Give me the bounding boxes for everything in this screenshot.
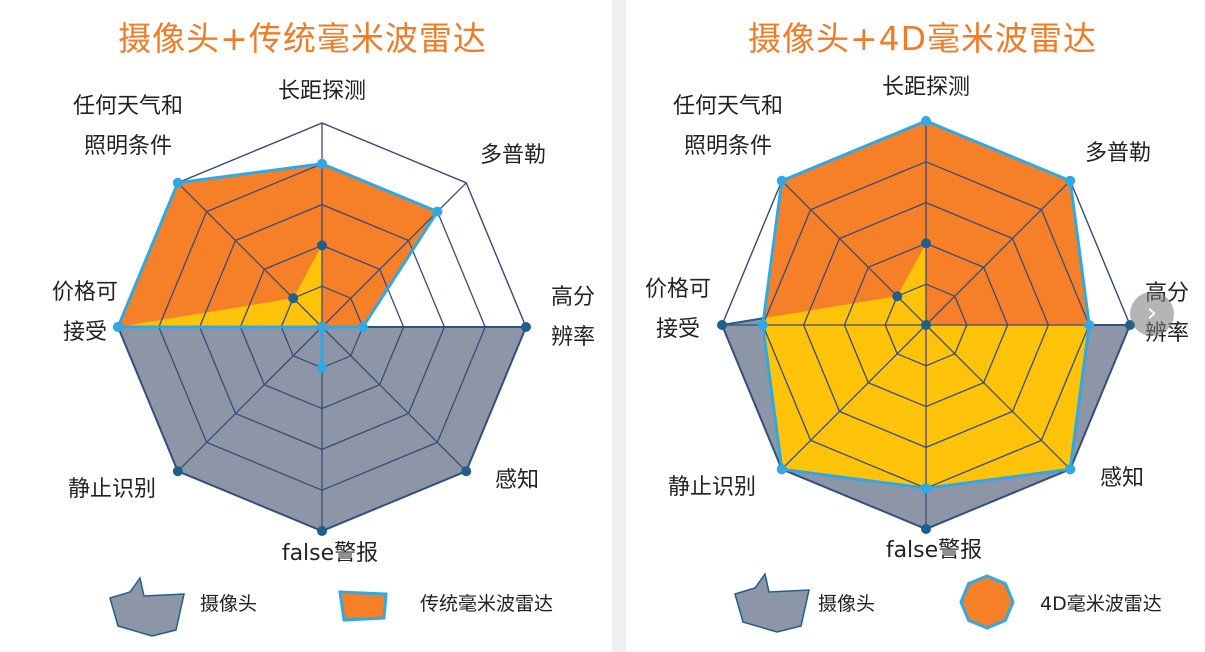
axis-label: 照明条件 (84, 134, 172, 159)
grid-spoke (177, 326, 323, 472)
radar-point (1084, 320, 1095, 330)
camera-point (521, 322, 531, 332)
camera-point (921, 524, 931, 534)
radar-point (357, 322, 368, 332)
legend-label-radar: 传统毫米波雷达 (420, 593, 553, 615)
axis-label: 感知 (1100, 466, 1144, 491)
legend-swatch-camera (734, 572, 810, 633)
axis-label: 长距探测 (278, 79, 366, 104)
chevron-right-icon: › (1146, 298, 1158, 328)
camera-point (172, 466, 183, 477)
camera-point (717, 320, 727, 330)
camera-point (892, 291, 903, 302)
axis-label: 高分 (551, 285, 595, 310)
axis-label: false警报 (886, 538, 982, 563)
radar-point (317, 322, 327, 332)
axis-label: false警报 (282, 541, 378, 566)
radar-point (432, 206, 443, 217)
grid-spoke (321, 182, 467, 328)
next-slide-button[interactable]: › (1130, 292, 1174, 336)
axis-label: 接受 (63, 320, 107, 345)
grid-spoke (925, 180, 1071, 326)
camera-point (317, 240, 327, 251)
radar-point (317, 362, 327, 373)
radar-point (776, 175, 787, 186)
left-chart-panel: 摄像头+传统毫米波雷达 长距探测多普勒高分辨率感知 false警报 静止识别 价格可接… (52, 19, 595, 637)
grid-spoke (177, 182, 323, 328)
axis-label: 任何天气和 (673, 94, 783, 119)
series-radar-outline (115, 162, 440, 368)
grid-spoke (321, 326, 467, 472)
grid-spoke (781, 324, 927, 470)
radar-point (317, 158, 327, 169)
axis-label: 价格可 (52, 280, 118, 305)
camera-point (921, 320, 931, 330)
grid-spoke (781, 180, 927, 326)
axis-label: 多普勒 (1085, 141, 1151, 166)
axis-label: 静止识别 (68, 477, 156, 502)
grid-spoke (925, 324, 1071, 470)
axis-label: 静止识别 (668, 475, 756, 500)
legend-label-camera: 摄像头 (818, 593, 875, 615)
axis-label: 感知 (495, 468, 539, 493)
axis-label: 照明条件 (684, 134, 772, 159)
axis-label: 价格可 (645, 277, 711, 302)
radar-point (776, 464, 787, 475)
axis-label: 接受 (656, 317, 700, 342)
legend-swatch-camera (109, 576, 185, 637)
radar-point (757, 320, 768, 330)
radar-point (1065, 464, 1076, 475)
radar-point (921, 116, 931, 126)
radar-point (1065, 175, 1076, 186)
axis-label: 任何天气和 (73, 94, 183, 119)
axis-label: 多普勒 (480, 143, 546, 168)
camera-point (317, 526, 327, 536)
radar-chart-right: 长距探测多普勒高分辨率感知false警报静止识别价格可接受任何天气和照明条件摄像… (645, 75, 1189, 633)
axis-label: 长距探测 (882, 75, 970, 100)
axis-label: 辨率 (551, 325, 595, 350)
radar-point (113, 322, 123, 332)
camera-point (921, 238, 931, 249)
radar-point (921, 483, 931, 494)
radar-point (172, 177, 183, 188)
legend-label-camera: 摄像头 (200, 593, 257, 615)
panel-divider (612, 0, 626, 652)
camera-point (461, 466, 472, 477)
chart-title-left: 摄像头+传统毫米波雷达 (118, 19, 487, 58)
right-chart-panel: 摄像头+4D毫米波雷达 长距探测 多普勒 高分 辨率 感知 false警报 静止识别 价格可接… (620, 0, 1205, 652)
legend-label-radar: 4D毫米波雷达 (1040, 593, 1162, 615)
legend-swatch-radar (338, 590, 388, 622)
camera-point (288, 293, 299, 304)
chart-title-right: 摄像头+4D毫米波雷达 (747, 19, 1098, 58)
legend-swatch-radar (959, 574, 1015, 630)
